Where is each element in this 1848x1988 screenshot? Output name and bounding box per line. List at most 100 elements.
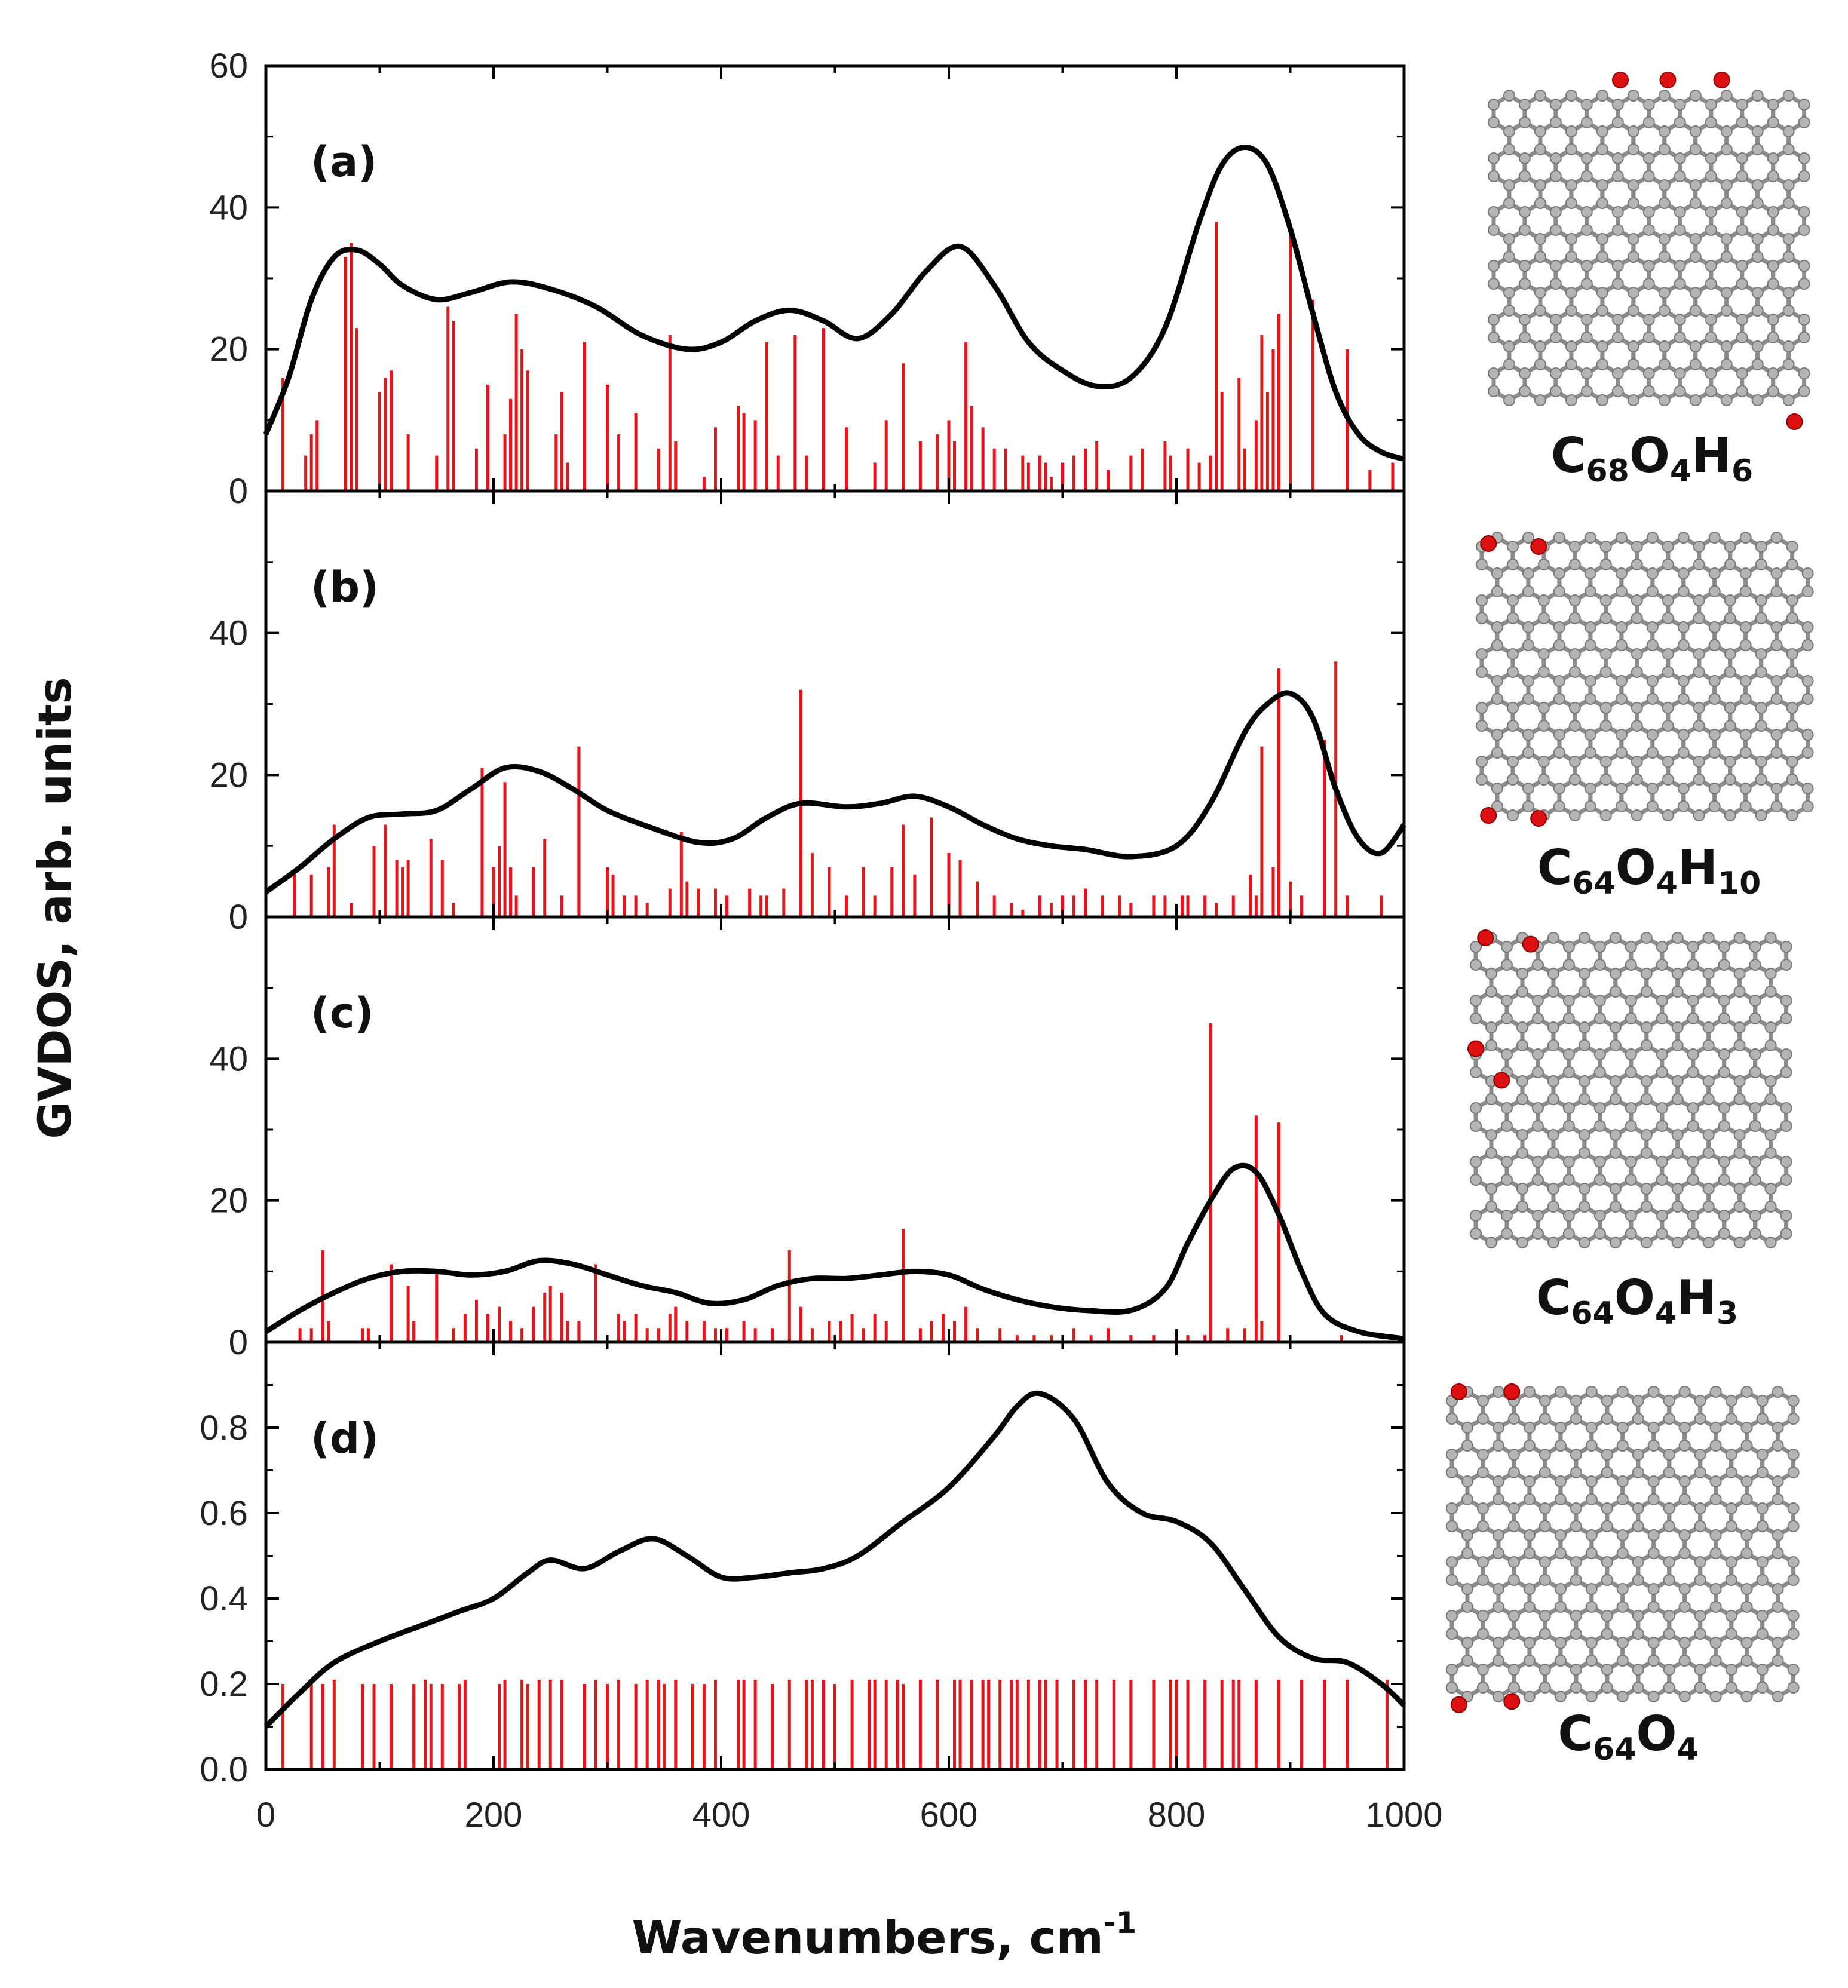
carbon-atom [1488, 170, 1500, 182]
carbon-atom [1596, 340, 1608, 352]
carbon-atom [1485, 1237, 1497, 1248]
carbon-atom [1678, 1475, 1691, 1487]
carbon-atom [1702, 1039, 1715, 1051]
carbon-atom [1749, 959, 1761, 971]
carbon-atom [1553, 800, 1565, 812]
carbon-atom [1615, 585, 1628, 597]
carbon-atom [1739, 675, 1752, 687]
carbon-atom [1506, 666, 1519, 678]
carbon-atom [1780, 1210, 1792, 1222]
carbon-atom [1687, 941, 1699, 953]
carbon-atom [1599, 720, 1612, 732]
carbon-atom [1625, 959, 1637, 971]
carbon-atom [1596, 394, 1608, 406]
carbon-atom [1772, 1529, 1784, 1541]
formula-label: C68O4H6 [1551, 428, 1753, 489]
carbon-atom [1632, 1574, 1644, 1586]
carbon-atom [1640, 932, 1653, 944]
carbon-atom [1770, 783, 1783, 794]
carbon-atom [1663, 1520, 1675, 1532]
carbon-atom [1733, 1147, 1746, 1159]
carbon-atom [1518, 99, 1531, 111]
carbon-atom [1725, 1502, 1737, 1514]
carbon-atom [1755, 809, 1767, 821]
carbon-atom [1718, 941, 1730, 953]
carbon-atom [1565, 251, 1577, 263]
carbon-atom [1718, 959, 1730, 971]
carbon-atom [1534, 125, 1546, 137]
carbon-atom [1631, 559, 1643, 570]
carbon-atom [1677, 693, 1690, 705]
carbon-atom [1724, 702, 1736, 714]
carbon-atom [1476, 1574, 1489, 1586]
carbon-atom [1554, 1493, 1567, 1505]
carbon-atom [1740, 1691, 1753, 1702]
carbon-atom [1476, 594, 1488, 606]
carbon-atom [1705, 170, 1717, 182]
carbon-atom [1492, 1655, 1504, 1667]
carbon-atom [1507, 1628, 1520, 1640]
carbon-atom [1609, 986, 1622, 998]
carbon-atom [1671, 986, 1684, 998]
carbon-atom [1663, 1628, 1675, 1640]
carbon-atom [1736, 152, 1748, 164]
carbon-atom [1787, 1413, 1800, 1425]
carbon-atom [1593, 1174, 1606, 1186]
carbon-atom [1678, 1547, 1691, 1559]
carbon-atom [1756, 1682, 1769, 1694]
carbon-atom [1786, 702, 1798, 714]
carbon-atom [1507, 1413, 1520, 1425]
carbon-atom [1500, 959, 1513, 971]
formula-label: C64O4H10 [1537, 840, 1761, 901]
y-tick-label: 0.0 [200, 1750, 248, 1789]
carbon-atom [1663, 1502, 1675, 1514]
carbon-atom [1640, 1039, 1653, 1051]
carbon-atom [1616, 1601, 1629, 1613]
carbon-atom [1689, 287, 1702, 299]
carbon-atom [1518, 224, 1531, 236]
carbon-atom [1601, 1395, 1613, 1407]
carbon-atom [1642, 260, 1655, 272]
carbon-atom [1749, 1066, 1761, 1078]
carbon-atom [1485, 1093, 1497, 1105]
carbon-atom [1553, 675, 1565, 687]
carbon-atom [1755, 702, 1767, 714]
carbon-atom [1647, 1655, 1660, 1667]
carbon-atom [1485, 1183, 1497, 1195]
carbon-atom [1767, 206, 1779, 218]
panel-label: (d) [311, 1414, 379, 1463]
carbon-atom [1518, 260, 1531, 272]
carbon-atom [1786, 559, 1798, 570]
carbon-atom [1740, 1529, 1753, 1541]
carbon-atom [1570, 1682, 1582, 1694]
carbon-atom [1647, 1422, 1660, 1434]
carbon-atom [1611, 278, 1624, 290]
carbon-atom [1507, 1502, 1520, 1514]
carbon-atom [1770, 747, 1783, 759]
carbon-atom [1547, 986, 1559, 998]
carbon-atom [1568, 809, 1581, 821]
carbon-atom [1584, 747, 1596, 759]
carbon-atom [1547, 1147, 1559, 1159]
carbon-atom [1488, 152, 1500, 164]
carbon-atom [1522, 532, 1534, 544]
carbon-atom [1523, 1529, 1536, 1541]
carbon-atom [1787, 1556, 1800, 1568]
x-tick-label: 600 [920, 1796, 978, 1834]
y-tick-label: 0.8 [200, 1409, 248, 1447]
carbon-atom [1599, 756, 1612, 768]
carbon-atom [1580, 224, 1593, 236]
carbon-atom [1658, 90, 1671, 102]
oxygen-atom [1450, 1696, 1467, 1713]
carbon-atom [1537, 756, 1550, 768]
carbon-atom [1677, 585, 1690, 597]
oxygen-atom [1503, 1383, 1521, 1400]
formula-subscript: 4 [1677, 1732, 1698, 1768]
carbon-atom [1798, 367, 1810, 379]
x-axis-title-main: Wavenumbers, cm [632, 1911, 1104, 1964]
carbon-atom [1609, 1039, 1622, 1051]
carbon-atom [1756, 1449, 1769, 1461]
formula-element: C [1536, 1270, 1571, 1326]
carbon-atom [1578, 1075, 1590, 1087]
